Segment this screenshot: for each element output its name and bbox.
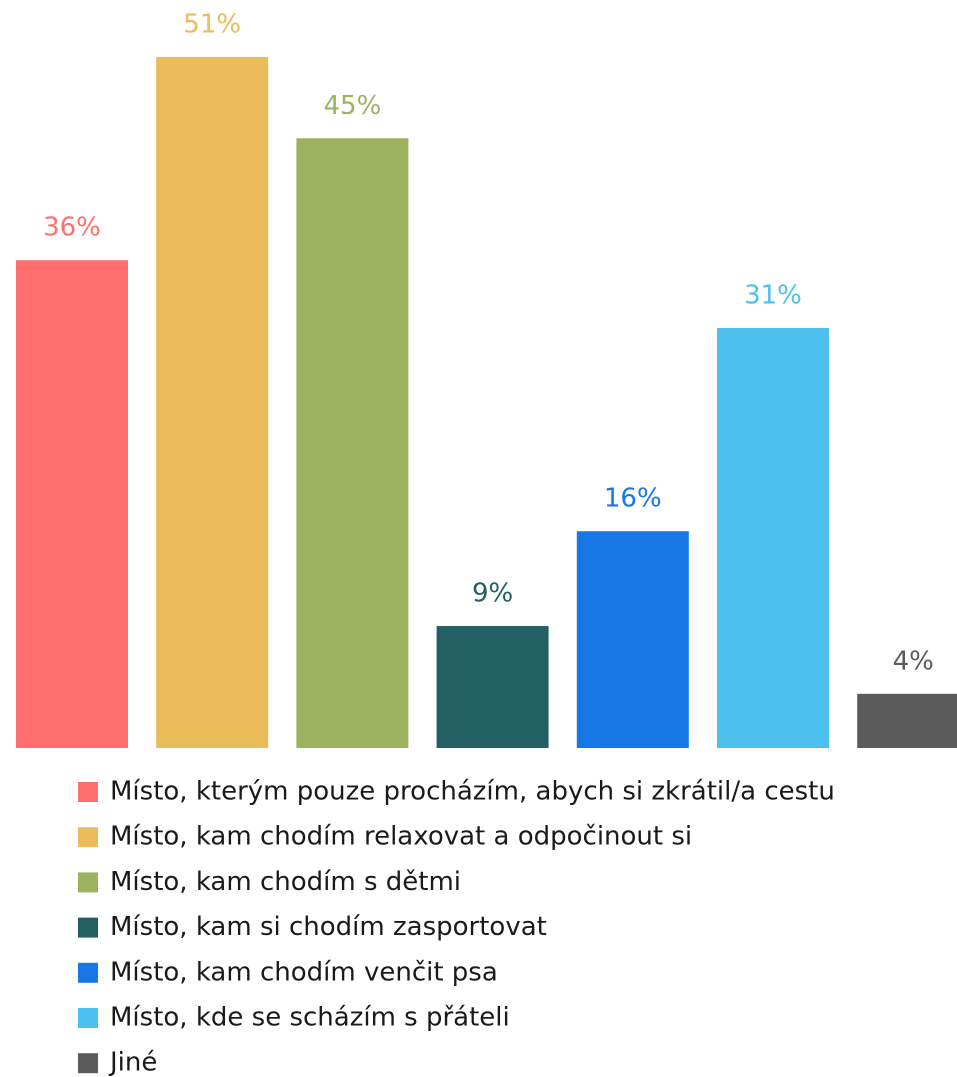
legend-label: Místo, kterým pouze procházím, abych si … bbox=[110, 777, 835, 807]
bar bbox=[717, 327, 829, 748]
value-label: 4% bbox=[893, 646, 934, 676]
value-label: 51% bbox=[183, 9, 241, 39]
value-label: 36% bbox=[43, 213, 101, 243]
legend-label: Místo, kam chodím relaxovat a odpočinout… bbox=[110, 822, 692, 852]
legend-label: Místo, kam si chodím zasportovat bbox=[110, 912, 547, 942]
bar bbox=[156, 56, 269, 748]
legend-swatch bbox=[78, 872, 98, 893]
value-label: 45% bbox=[324, 91, 382, 121]
legend-swatch bbox=[78, 782, 98, 802]
bar bbox=[576, 531, 689, 748]
legend-swatch bbox=[78, 962, 98, 983]
legend-label: Jiné bbox=[108, 1048, 157, 1077]
bar bbox=[296, 138, 409, 748]
legend-label: Místo, kam chodím venčit psa bbox=[110, 957, 498, 987]
legend-label: Místo, kam chodím s dětmi bbox=[110, 867, 461, 897]
legend-swatch bbox=[78, 917, 98, 938]
legend-swatch bbox=[78, 1008, 98, 1028]
value-label: 31% bbox=[744, 280, 802, 310]
legend-label: Místo, kde se scházím s přáteli bbox=[110, 1003, 510, 1033]
bar bbox=[857, 693, 957, 748]
value-label: 9% bbox=[472, 579, 513, 609]
bar bbox=[16, 260, 128, 748]
legend-swatch bbox=[78, 827, 98, 848]
bar bbox=[436, 626, 549, 748]
legend-swatch bbox=[78, 1053, 98, 1074]
value-label: 16% bbox=[604, 484, 662, 514]
